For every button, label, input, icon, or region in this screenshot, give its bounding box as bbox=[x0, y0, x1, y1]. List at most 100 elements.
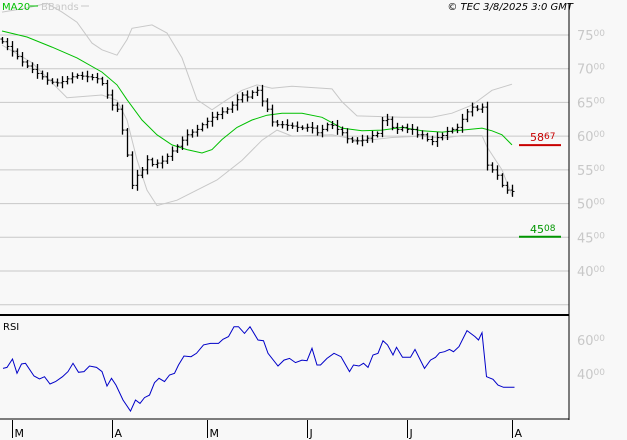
bollinger-lower-line bbox=[1, 44, 513, 207]
ohlc-bar bbox=[480, 103, 485, 113]
ohlc-bar bbox=[115, 102, 120, 113]
price-tick-label: 4000 bbox=[577, 265, 605, 280]
ohlc-bar bbox=[400, 125, 405, 132]
ohlc-bar bbox=[320, 124, 325, 138]
ohlc-bar bbox=[55, 78, 60, 87]
ohlc-bar bbox=[325, 122, 330, 132]
ohlc-bar bbox=[5, 38, 10, 51]
ohlc-bar bbox=[195, 124, 200, 137]
month-label: J bbox=[309, 427, 313, 440]
ohlc-bar bbox=[145, 155, 150, 175]
ohlc-bar bbox=[185, 129, 190, 146]
ohlc-bar bbox=[190, 129, 195, 138]
ohlc-bar bbox=[335, 119, 340, 135]
price-levels: 5867 4508 bbox=[519, 131, 561, 238]
ohlc-bar bbox=[310, 121, 315, 134]
rsi-line bbox=[2, 325, 515, 413]
ohlc-bar bbox=[95, 72, 100, 84]
ohlc-bar bbox=[295, 121, 300, 132]
ohlc-bar bbox=[125, 128, 130, 158]
ohlc-bar bbox=[140, 166, 145, 179]
bollinger-upper-line bbox=[1, 2, 513, 118]
ohlc-bar bbox=[230, 101, 235, 113]
ohlc-bar bbox=[240, 92, 245, 103]
ma20-line bbox=[1, 30, 513, 154]
ohlc-bar bbox=[275, 119, 280, 127]
ohlc-bar bbox=[80, 71, 85, 80]
month-label: J bbox=[409, 427, 413, 440]
ohlc-bar bbox=[235, 94, 240, 111]
ohlc-bar bbox=[25, 59, 30, 69]
legend-bbands: BBands bbox=[41, 2, 79, 13]
ohlc-bar bbox=[315, 125, 320, 136]
ohlc-bar bbox=[180, 136, 185, 150]
price-bars bbox=[0, 37, 515, 197]
ohlc-bar bbox=[255, 86, 260, 97]
month-label: M bbox=[210, 427, 220, 440]
price-tick-label: 5500 bbox=[577, 164, 605, 179]
ohlc-bar bbox=[100, 76, 105, 86]
price-tick-label: 4500 bbox=[577, 231, 605, 246]
ohlc-bar bbox=[380, 116, 385, 138]
rsi-tick-label: 4000 bbox=[577, 368, 605, 383]
ohlc-bar bbox=[105, 79, 110, 99]
ohlc-bar bbox=[425, 132, 430, 142]
ohlc-bar bbox=[440, 132, 445, 141]
ohlc-bar bbox=[40, 70, 45, 80]
ohlc-bar bbox=[50, 78, 55, 85]
ohlc-bar bbox=[290, 122, 295, 129]
ohlc-bar bbox=[430, 135, 435, 146]
ohlc-bar bbox=[260, 84, 265, 107]
ohlc-bar bbox=[465, 109, 470, 123]
ohlc-bar bbox=[285, 119, 290, 131]
ohlc-bar bbox=[225, 107, 230, 114]
ohlc-bar bbox=[345, 128, 350, 144]
rsi-gridlines: 6000 4000 bbox=[577, 334, 605, 383]
ohlc-bar bbox=[265, 98, 270, 113]
ohlc-bar bbox=[505, 181, 510, 194]
ohlc-bar bbox=[450, 127, 455, 134]
ohlc-bar bbox=[490, 162, 495, 173]
month-label: A bbox=[515, 427, 523, 440]
ohlc-bar bbox=[110, 89, 115, 111]
month-label: A bbox=[115, 427, 123, 440]
ohlc-bar bbox=[300, 125, 305, 131]
price-tick-label: 6500 bbox=[577, 96, 605, 111]
ohlc-bar bbox=[155, 159, 160, 169]
price-level-label: 5867 bbox=[530, 131, 555, 144]
ohlc-bar bbox=[85, 70, 90, 83]
ohlc-bar bbox=[165, 153, 170, 164]
ohlc-bar bbox=[160, 155, 165, 169]
ohlc-bar bbox=[485, 101, 490, 171]
ohlc-bar bbox=[90, 73, 95, 81]
ohlc-bar bbox=[75, 73, 80, 79]
ohlc-bar bbox=[215, 111, 220, 121]
ohlc-bar bbox=[10, 41, 15, 57]
ohlc-bar bbox=[205, 117, 210, 129]
ohlc-bar bbox=[385, 113, 390, 127]
ohlc-bar bbox=[270, 104, 275, 127]
price-tick-label: 5000 bbox=[577, 198, 605, 213]
ohlc-bar bbox=[60, 76, 65, 89]
price-axis-labels: 7500 7000 6500 6000 5500 5000 4500 4000 bbox=[577, 29, 605, 280]
ohlc-bar bbox=[200, 122, 205, 132]
ohlc-bar bbox=[130, 151, 135, 190]
ohlc-bar bbox=[355, 137, 360, 145]
price-tick-label: 7000 bbox=[577, 63, 605, 78]
ohlc-bar bbox=[35, 63, 40, 79]
ohlc-bar bbox=[500, 173, 505, 188]
ohlc-bar bbox=[20, 52, 25, 67]
ohlc-bar bbox=[360, 134, 365, 147]
ohlc-bar bbox=[460, 113, 465, 133]
ohlc-bar bbox=[455, 123, 460, 134]
ohlc-bar bbox=[475, 105, 480, 112]
ohlc-bar bbox=[495, 165, 500, 180]
ohlc-bar bbox=[330, 120, 335, 130]
ohlc-bar bbox=[45, 72, 50, 85]
ohlc-bar bbox=[435, 132, 440, 147]
month-label: M bbox=[15, 427, 25, 440]
ohlc-bar bbox=[375, 131, 380, 138]
ohlc-bar bbox=[370, 130, 375, 143]
